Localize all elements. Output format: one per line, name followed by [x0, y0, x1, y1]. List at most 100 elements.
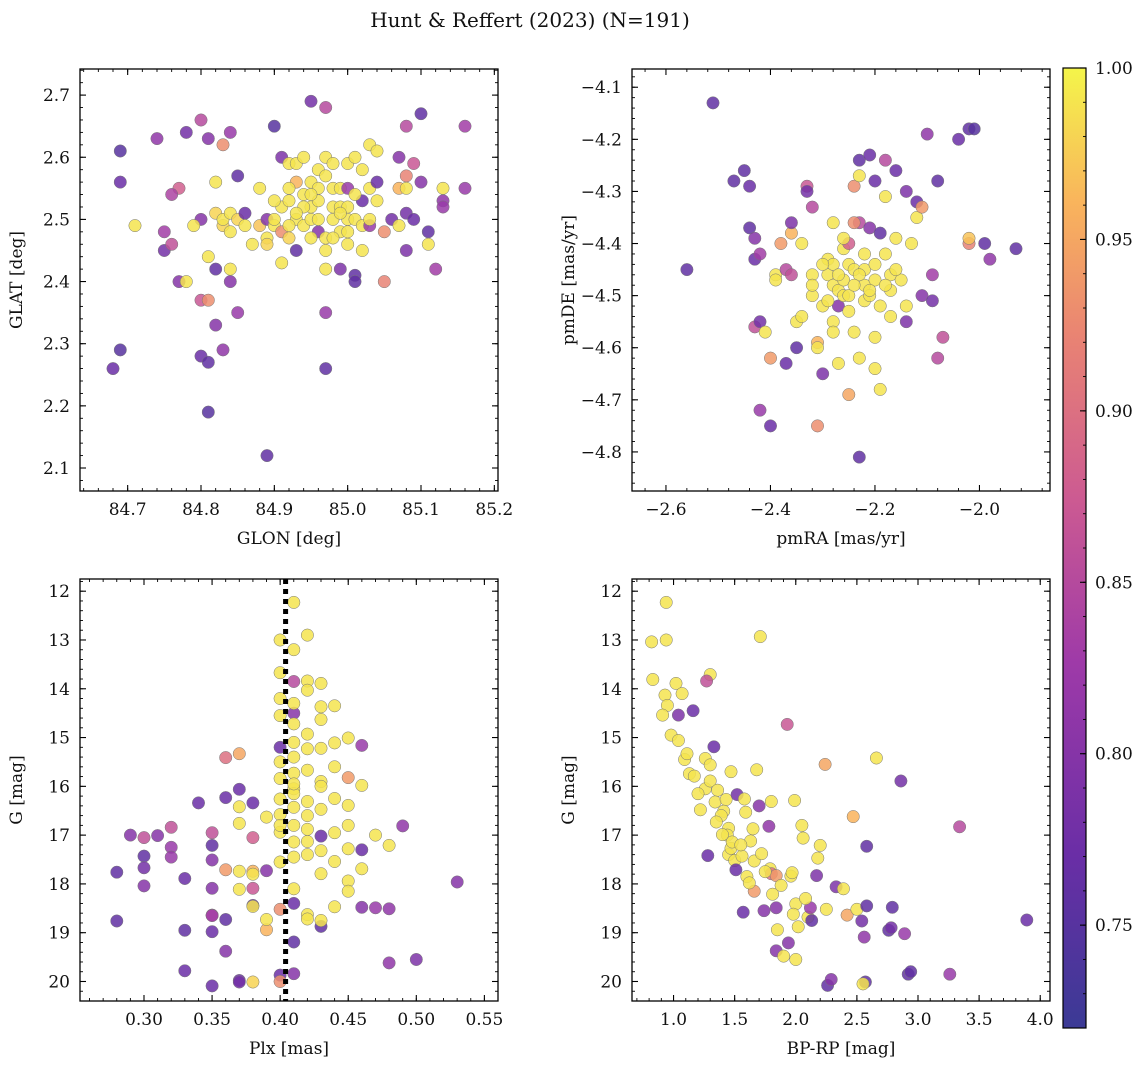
data-point — [219, 863, 233, 877]
data-point — [201, 405, 215, 419]
data-point — [847, 278, 861, 292]
data-point — [164, 820, 178, 834]
y-tick-label: −4.7 — [581, 391, 622, 411]
data-point — [755, 847, 769, 861]
data-point — [868, 330, 882, 344]
data-point — [953, 820, 967, 834]
data-point — [836, 882, 850, 896]
data-point — [826, 216, 840, 230]
data-point — [701, 849, 715, 863]
data-point — [769, 901, 783, 915]
panel-parallax_magnitude: 0.30 0.35 0.40 0.45 0.50 0.55 12 13 14 15 16 17 18 19… — [7, 578, 503, 1059]
data-point — [821, 294, 835, 308]
data-point — [341, 798, 355, 812]
data-point — [369, 901, 382, 915]
data-point — [314, 829, 328, 843]
data-point — [300, 727, 314, 741]
data-point — [703, 758, 717, 772]
data-point — [409, 953, 423, 966]
y-axis-label: pmDE [mas/yr] — [559, 215, 579, 345]
data-point — [128, 219, 142, 233]
y-tick-label: 16 — [600, 777, 622, 797]
data-point — [289, 244, 303, 257]
data-point — [232, 816, 246, 830]
data-point — [201, 250, 215, 264]
data-point — [707, 740, 721, 754]
data-point — [300, 912, 314, 926]
data-point — [282, 194, 296, 208]
x-tick-label: 1.0 — [660, 1010, 687, 1030]
data-point — [810, 869, 824, 883]
data-point — [165, 237, 179, 251]
data-point — [878, 153, 892, 167]
y-tick-label: 18 — [600, 875, 622, 895]
data-point — [246, 867, 260, 881]
y-tick-label: 17 — [48, 826, 70, 846]
data-point — [300, 822, 314, 836]
data-point — [842, 289, 856, 303]
x-tick-label: −2.0 — [959, 500, 1000, 520]
data-point — [788, 794, 802, 807]
data-point — [253, 181, 267, 195]
data-point — [165, 188, 179, 201]
data-point — [287, 850, 301, 864]
data-point — [319, 362, 333, 376]
data-point — [219, 913, 233, 926]
y-tick-label: −4.8 — [581, 443, 622, 463]
data-point — [889, 164, 903, 178]
y-tick-label: 15 — [48, 729, 70, 749]
data-point — [178, 872, 192, 885]
data-point — [796, 831, 810, 845]
data-point — [795, 237, 809, 250]
data-point — [824, 973, 838, 986]
x-tick-label: 0.40 — [261, 1010, 299, 1030]
data-point — [287, 882, 301, 896]
data-point — [392, 150, 406, 164]
data-point — [106, 362, 120, 376]
y-tick-label: 20 — [48, 972, 70, 992]
points-proper_motion — [680, 96, 1023, 464]
data-point — [805, 914, 819, 927]
data-point — [287, 675, 301, 688]
data-point — [341, 225, 355, 239]
data-point — [333, 262, 347, 276]
data-point — [846, 810, 860, 824]
data-point — [753, 315, 767, 329]
data-point — [743, 221, 757, 235]
data-point — [766, 887, 780, 901]
data-point — [868, 273, 882, 287]
data-point — [314, 867, 328, 881]
data-point — [232, 747, 246, 761]
data-point — [231, 306, 245, 320]
x-tick-label: 85.1 — [402, 500, 440, 520]
data-point — [178, 923, 192, 937]
data-point — [287, 967, 301, 981]
x-tick-label: 4.0 — [1027, 1010, 1054, 1030]
data-point — [205, 838, 219, 852]
y-tick-label: 13 — [48, 631, 70, 651]
data-point — [267, 119, 281, 133]
data-point — [238, 219, 252, 233]
x-tick-label: 2.5 — [843, 1010, 870, 1030]
data-point — [795, 818, 809, 832]
data-point — [675, 687, 689, 701]
data-point — [219, 751, 233, 765]
data-point — [287, 643, 301, 657]
data-point — [978, 237, 992, 250]
data-point — [852, 169, 866, 183]
data-point — [855, 914, 869, 928]
data-point — [300, 742, 314, 756]
data-point — [742, 876, 756, 890]
y-tick-label: 2.4 — [43, 273, 70, 293]
data-point — [786, 907, 800, 921]
data-point — [282, 231, 296, 245]
data-point — [842, 388, 856, 402]
x-tick-label: 0.35 — [193, 1010, 231, 1030]
data-point — [885, 900, 899, 914]
data-point — [311, 212, 325, 226]
y-tick-label: −4.2 — [581, 130, 622, 150]
y-tick-label: 18 — [48, 875, 70, 895]
data-point — [645, 635, 659, 649]
data-point — [287, 800, 301, 814]
data-point — [238, 206, 252, 220]
